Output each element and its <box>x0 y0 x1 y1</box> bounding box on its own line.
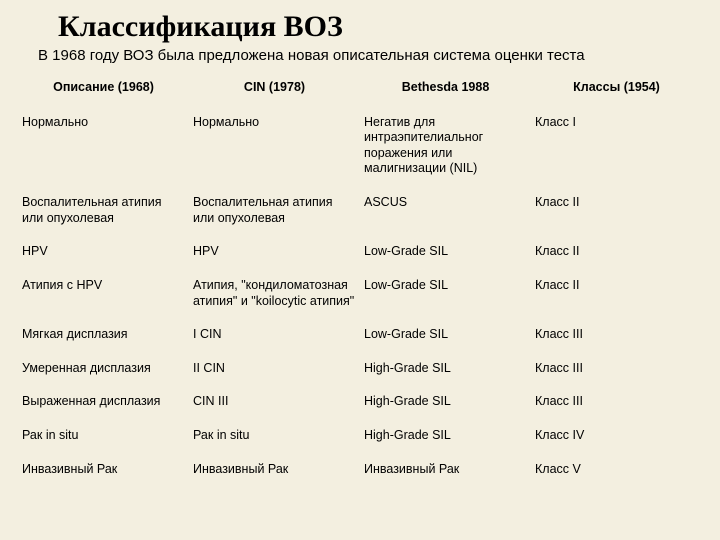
cell-classes: Класс III <box>531 385 702 419</box>
table-body: Нормально Нормально Негатив для интраэпи… <box>18 106 702 487</box>
header-description: Описание (1968) <box>18 74 189 106</box>
cell-classes: Класс V <box>531 453 702 487</box>
header-classes: Классы (1954) <box>531 74 702 106</box>
cell-classes: Класс III <box>531 352 702 386</box>
cell-bethesda: High-Grade SIL <box>360 419 531 453</box>
table-row: Умеренная дисплазия II CIN High-Grade SI… <box>18 352 702 386</box>
cell-description: Атипия с HPV <box>18 269 189 318</box>
cell-classes: Класс II <box>531 269 702 318</box>
table-row: Выраженная дисплазия CIN III High-Grade … <box>18 385 702 419</box>
cell-description: Мягкая дисплазия <box>18 318 189 352</box>
table-row: Воспалительная атипия или опухолевая Вос… <box>18 186 702 235</box>
cell-bethesda: Инвазивный Рак <box>360 453 531 487</box>
table-row: Мягкая дисплазия I CIN Low-Grade SIL Кла… <box>18 318 702 352</box>
header-bethesda: Bethesda 1988 <box>360 74 531 106</box>
cell-bethesda: Low-Grade SIL <box>360 235 531 269</box>
cell-description: Выраженная дисплазия <box>18 385 189 419</box>
cell-description: HPV <box>18 235 189 269</box>
table-row: HPV HPV Low-Grade SIL Класс II <box>18 235 702 269</box>
cell-description: Умеренная дисплазия <box>18 352 189 386</box>
header-cin: CIN (1978) <box>189 74 360 106</box>
page-title: Классификация ВОЗ <box>58 10 702 44</box>
cell-bethesda: High-Grade SIL <box>360 385 531 419</box>
cell-bethesda: Low-Grade SIL <box>360 269 531 318</box>
cell-description: Воспалительная атипия или опухолевая <box>18 186 189 235</box>
cell-classes: Класс II <box>531 186 702 235</box>
cell-classes: Класс II <box>531 235 702 269</box>
cell-cin: Нормально <box>189 106 360 187</box>
cell-classes: Класс I <box>531 106 702 187</box>
cell-bethesda: ASCUS <box>360 186 531 235</box>
cell-cin: CIN III <box>189 385 360 419</box>
table-header-row: Описание (1968) CIN (1978) Bethesda 1988… <box>18 74 702 106</box>
cell-bethesda: High-Grade SIL <box>360 352 531 386</box>
cell-cin: Рак in situ <box>189 419 360 453</box>
cell-cin: Воспалительная атипия или опухолевая <box>189 186 360 235</box>
cell-bethesda: Негатив для интраэпителиальног поражения… <box>360 106 531 187</box>
cell-description: Нормально <box>18 106 189 187</box>
cell-bethesda: Low-Grade SIL <box>360 318 531 352</box>
table-row: Инвазивный Рак Инвазивный Рак Инвазивный… <box>18 453 702 487</box>
table-row: Рак in situ Рак in situ High-Grade SIL К… <box>18 419 702 453</box>
table-row: Нормально Нормально Негатив для интраэпи… <box>18 106 702 187</box>
cell-cin: I CIN <box>189 318 360 352</box>
classification-table: Описание (1968) CIN (1978) Bethesda 1988… <box>18 74 702 487</box>
cell-description: Рак in situ <box>18 419 189 453</box>
cell-cin: HPV <box>189 235 360 269</box>
page-subtitle: В 1968 году ВОЗ была предложена новая оп… <box>38 46 702 66</box>
table-row: Атипия с HPV Атипия, "кондиломатозная ат… <box>18 269 702 318</box>
cell-classes: Класс III <box>531 318 702 352</box>
cell-cin: Атипия, "кондиломатозная атипия" и "koil… <box>189 269 360 318</box>
cell-description: Инвазивный Рак <box>18 453 189 487</box>
cell-classes: Класс IV <box>531 419 702 453</box>
cell-cin: II CIN <box>189 352 360 386</box>
cell-cin: Инвазивный Рак <box>189 453 360 487</box>
